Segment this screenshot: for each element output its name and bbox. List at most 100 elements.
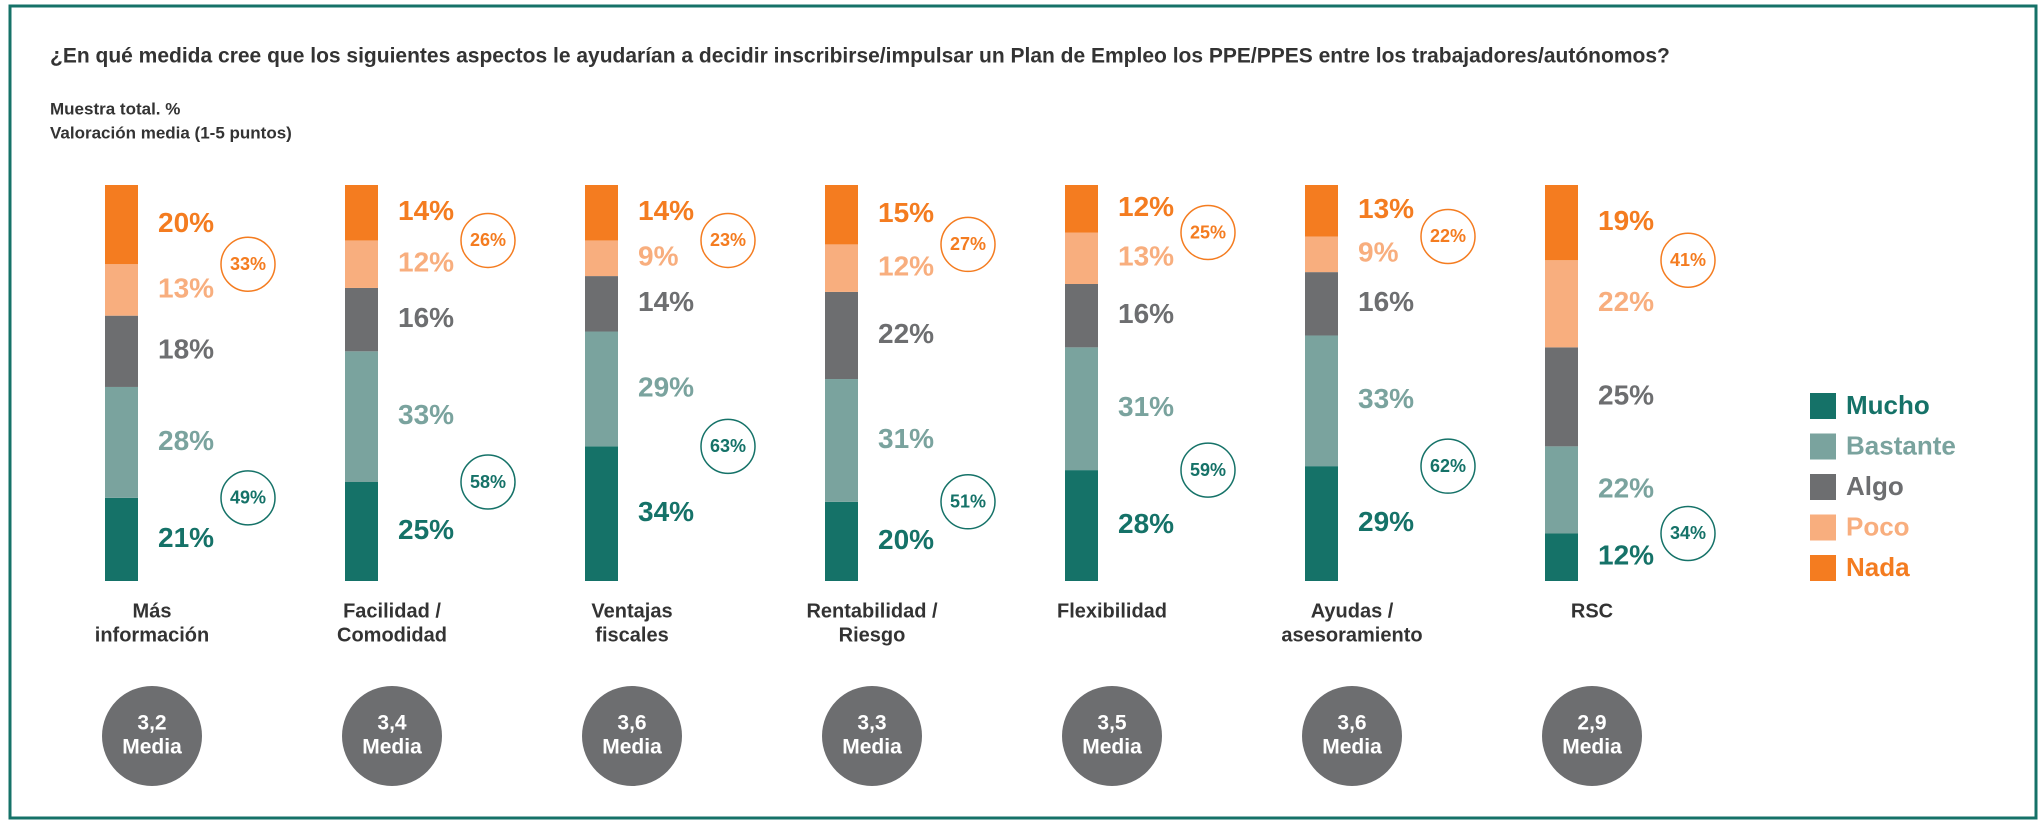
legend-swatch: [1810, 474, 1836, 500]
data-label: 9%: [1358, 237, 1399, 268]
x-tick-label: Ayudas /: [1311, 600, 1394, 622]
bar-segment: [105, 315, 138, 387]
media-value: 3,6: [1337, 712, 1366, 735]
chart-title: ¿En qué medida cree que los siguientes a…: [50, 45, 1670, 68]
data-label: 12%: [1118, 191, 1174, 222]
bar-segment: [1065, 470, 1098, 581]
bar-segment: [345, 351, 378, 482]
media-circle: [822, 686, 922, 786]
top-two-label: 58%: [470, 472, 506, 492]
data-label: 22%: [878, 318, 934, 349]
x-tick-label: Ventajas: [591, 600, 672, 622]
data-label: 13%: [158, 272, 214, 303]
media-label: Media: [1082, 736, 1142, 759]
subtitle: Valoración media (1-5 puntos): [50, 123, 292, 142]
data-label: 18%: [158, 334, 214, 365]
top-two-circle: [700, 418, 756, 475]
media-value: 3,2: [137, 712, 166, 735]
data-label: 15%: [878, 197, 934, 228]
media-label: Media: [1562, 736, 1622, 759]
data-label: 14%: [638, 286, 694, 317]
bar-segment: [345, 482, 378, 581]
legend-swatch: [1810, 433, 1836, 460]
media-circle: [342, 686, 442, 786]
data-label: 16%: [1358, 286, 1414, 317]
media-label: Media: [1322, 736, 1382, 759]
bottom-two-label: 26%: [470, 230, 506, 250]
x-tick-label: Flexibilidad: [1057, 600, 1167, 622]
data-label: 25%: [1598, 379, 1654, 410]
media-label: Media: [362, 736, 422, 759]
media-value: 3,4: [377, 712, 407, 735]
legend-swatch: [1810, 514, 1836, 541]
media-value: 2,9: [1577, 712, 1606, 735]
bar-segment: [825, 501, 858, 581]
x-tick-label: Comodidad: [337, 624, 447, 646]
data-label: 25%: [398, 514, 454, 545]
top-two-circle: [220, 470, 276, 526]
legend-label: Algo: [1846, 471, 1904, 501]
data-label: 22%: [1598, 286, 1654, 317]
legend-label: Mucho: [1846, 390, 1930, 420]
top-two-circle: [460, 454, 516, 510]
bottom-two-circle: [1180, 204, 1236, 261]
bottom-two-label: 41%: [1670, 250, 1706, 270]
data-label: 12%: [1598, 540, 1654, 571]
media-circle: [102, 686, 202, 786]
data-label: 16%: [398, 302, 454, 333]
bar-segment: [105, 386, 138, 498]
media-circle: [1062, 686, 1162, 786]
bar-segment: [825, 379, 858, 502]
bar-segment: [1065, 185, 1098, 233]
media-circle: [1302, 686, 1402, 786]
bar-segment: [585, 446, 618, 581]
top-two-label: 34%: [1670, 523, 1706, 543]
x-tick-label: asesoramiento: [1281, 624, 1422, 646]
data-label: 33%: [398, 399, 454, 430]
bar-segment: [585, 240, 618, 277]
data-label: 16%: [1118, 298, 1174, 329]
data-label: 31%: [878, 423, 934, 454]
bar-segment: [1065, 347, 1098, 471]
bottom-two-label: 25%: [1190, 222, 1226, 242]
data-label: 13%: [1118, 241, 1174, 272]
bar-segment: [585, 276, 618, 332]
bar-segment: [1545, 533, 1578, 581]
top-two-circle: [1180, 442, 1236, 498]
data-label: 28%: [1118, 508, 1174, 539]
media-label: Media: [842, 736, 902, 759]
bar-segment: [105, 497, 138, 581]
top-two-label: 59%: [1190, 460, 1226, 480]
top-two-circle: [940, 474, 996, 530]
bar-segment: [1545, 260, 1578, 348]
data-label: 28%: [158, 425, 214, 456]
legend-label: Poco: [1846, 511, 1910, 541]
bar-segment: [345, 287, 378, 352]
bar-segment: [825, 185, 858, 245]
bar-segment: [1305, 185, 1338, 237]
x-tick-label: información: [95, 624, 209, 646]
bar-segment: [585, 185, 618, 241]
top-two-label: 62%: [1430, 456, 1466, 476]
data-label: 12%: [398, 247, 454, 278]
bottom-two-circle: [700, 212, 756, 269]
top-two-label: 63%: [710, 436, 746, 456]
bar-segment: [1545, 347, 1578, 447]
top-two-circle: [1420, 438, 1476, 494]
bottom-two-label: 27%: [950, 234, 986, 254]
bar-segment: [825, 244, 858, 292]
data-label: 19%: [1598, 205, 1654, 236]
data-label: 34%: [638, 496, 694, 527]
data-label: 31%: [1118, 391, 1174, 422]
x-tick-label: Riesgo: [839, 624, 906, 646]
top-two-circle: [1660, 505, 1716, 562]
data-label: 14%: [398, 195, 454, 226]
legend-label: Bastante: [1846, 430, 1956, 460]
legend-swatch: [1810, 393, 1836, 419]
bottom-two-circle: [220, 236, 276, 292]
bar-segment: [825, 291, 858, 380]
bottom-two-label: 22%: [1430, 226, 1466, 246]
frame: [8, 4, 2038, 820]
legend-label: Nada: [1846, 552, 1910, 582]
media-label: Media: [602, 736, 662, 759]
